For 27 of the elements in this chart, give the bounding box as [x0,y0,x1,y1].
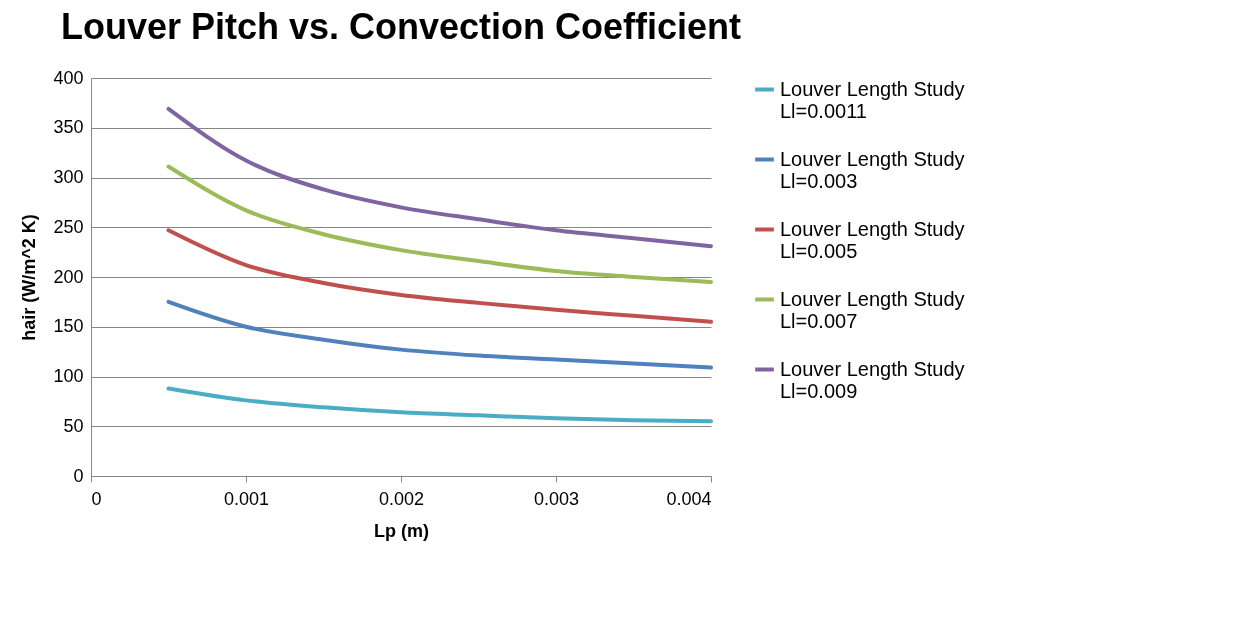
y-tick-label: 300 [53,167,84,187]
legend-label: Louver Length Study Ll=0.005 [780,217,965,262]
line-series [166,106,713,249]
y-tick-label: 400 [53,67,84,88]
y-axis-title: hair (W/m^2 K) [19,214,40,341]
legend-label: Louver Length Study Ll=0.007 [780,287,965,332]
line-series [166,299,713,370]
x-tick-label: 0.002 [378,488,425,509]
y-tick-label: 0 [73,465,84,486]
x-axis-title: Lp (m) [374,520,429,541]
y-tick-label: 150 [53,316,84,337]
legend-label: Louver Length Study Ll=0.009 [780,357,965,402]
y-tick-label: 200 [53,266,84,287]
x-tick-label: 0.003 [533,488,580,509]
y-tick-label: 350 [53,117,84,138]
y-tick-label: 100 [53,366,84,386]
line-series [166,386,713,424]
y-tick-label: 250 [53,216,84,237]
line-series [166,164,713,284]
x-tick-label: 0.001 [223,488,270,509]
chart-title: Louver Pitch vs. Convection Coefficient [60,6,742,47]
x-tick-label: 0.004 [666,488,712,509]
legend-label: Louver Length Study Ll=0.0011 [780,77,965,122]
y-tick-label: 50 [63,415,84,436]
x-tick-label: 0 [91,488,102,509]
legend-label: Louver Length Study Ll=0.003 [780,147,965,192]
line-series [166,228,713,324]
